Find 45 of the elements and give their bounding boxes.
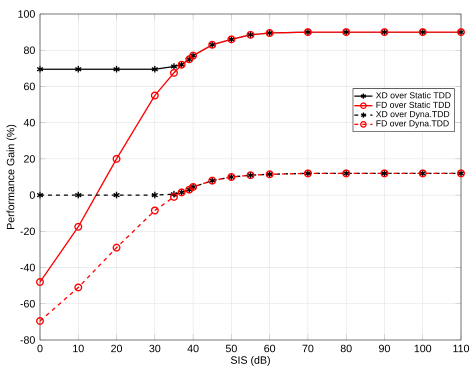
point xyxy=(36,191,44,200)
x-axis-title: SIS (dB) xyxy=(230,356,270,366)
point xyxy=(112,244,121,252)
x-tick-label: 40 xyxy=(187,344,199,352)
y-tick-label: -20 xyxy=(20,228,35,236)
y-tick-label: 100 xyxy=(18,10,35,18)
x-tick-label: 110 xyxy=(453,344,470,352)
point xyxy=(150,92,159,100)
point xyxy=(151,65,158,74)
x-tick-label: 60 xyxy=(264,344,276,352)
legend-label: XD over Static TDD xyxy=(376,92,451,98)
y-tick-label: -40 xyxy=(20,264,35,272)
y-tick-label: 20 xyxy=(24,155,35,163)
legend-label: FD over Dyna.TDD xyxy=(376,120,449,128)
point xyxy=(112,154,121,163)
x-tick-label: 50 xyxy=(226,344,237,352)
x-tick-label: 0 xyxy=(37,344,43,352)
point xyxy=(74,191,82,200)
y-tick-label: 40 xyxy=(24,118,35,126)
point xyxy=(170,190,178,198)
x-tick-label: 80 xyxy=(340,344,352,352)
point xyxy=(113,65,120,74)
y-tick-label: 60 xyxy=(24,82,35,90)
point xyxy=(36,316,44,325)
point xyxy=(170,68,178,77)
point xyxy=(74,283,82,292)
x-tick-label: 30 xyxy=(149,344,160,352)
x-tick-label: 70 xyxy=(302,344,314,352)
legend-label: XD over Dyna.TDD xyxy=(376,111,450,119)
point xyxy=(113,191,120,200)
legend-label: FD over Static TDD xyxy=(376,102,450,108)
point xyxy=(151,191,158,200)
x-tick-label: 10 xyxy=(73,344,84,352)
point xyxy=(150,206,159,214)
y-axis-title: Performance Gain (%) xyxy=(6,124,16,229)
y-tick-label: -60 xyxy=(20,300,35,308)
point xyxy=(74,222,82,231)
y-tick-label: -80 xyxy=(20,336,35,344)
x-tick-label: 100 xyxy=(414,344,432,352)
point xyxy=(170,192,178,201)
y-tick-label: 80 xyxy=(24,46,35,54)
y-tick-label: 0 xyxy=(30,191,35,199)
point xyxy=(74,65,82,74)
x-tick-label: 90 xyxy=(379,344,390,352)
x-tick-label: 20 xyxy=(111,344,122,352)
